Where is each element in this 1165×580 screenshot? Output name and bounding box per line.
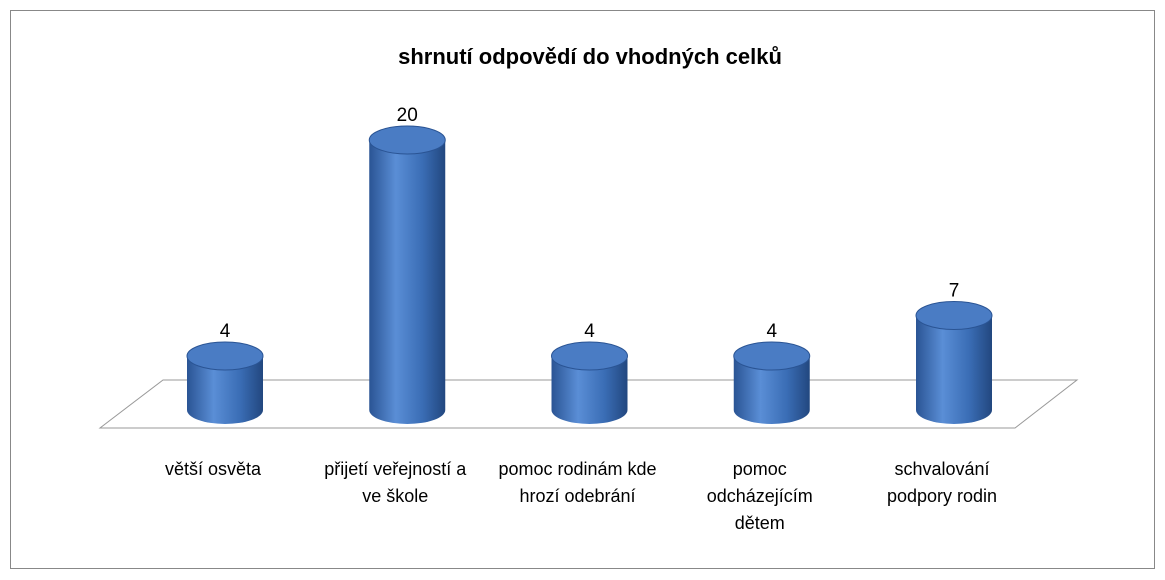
value-label: 20 xyxy=(397,105,418,126)
bar-top xyxy=(915,301,993,330)
x-tick-label: větší osvěta xyxy=(164,459,262,479)
value-label: 7 xyxy=(949,281,960,302)
x-tick-label: pomoc odcházejícím dětem xyxy=(706,459,813,533)
chart-frame xyxy=(10,10,1155,569)
value-label: 4 xyxy=(584,321,595,342)
bar-top xyxy=(368,125,446,155)
bar-top xyxy=(733,341,811,371)
bar xyxy=(551,356,628,424)
bar-top xyxy=(186,341,264,371)
value-label: 4 xyxy=(766,321,777,342)
x-tick-label: schvalování podpory rodin xyxy=(886,459,998,506)
bar xyxy=(369,140,446,424)
chart-title: shrnutí odpovědí do vhodných celků xyxy=(398,44,782,69)
bar xyxy=(733,356,810,424)
bar xyxy=(187,356,263,424)
value-label: 4 xyxy=(220,321,231,342)
bar-top xyxy=(551,341,628,371)
x-tick-label: pomoc rodinám kde hrozí odebrání xyxy=(498,459,657,506)
bar xyxy=(916,315,992,424)
x-tick-label: přijetí veřejností a ve škole xyxy=(324,459,467,506)
